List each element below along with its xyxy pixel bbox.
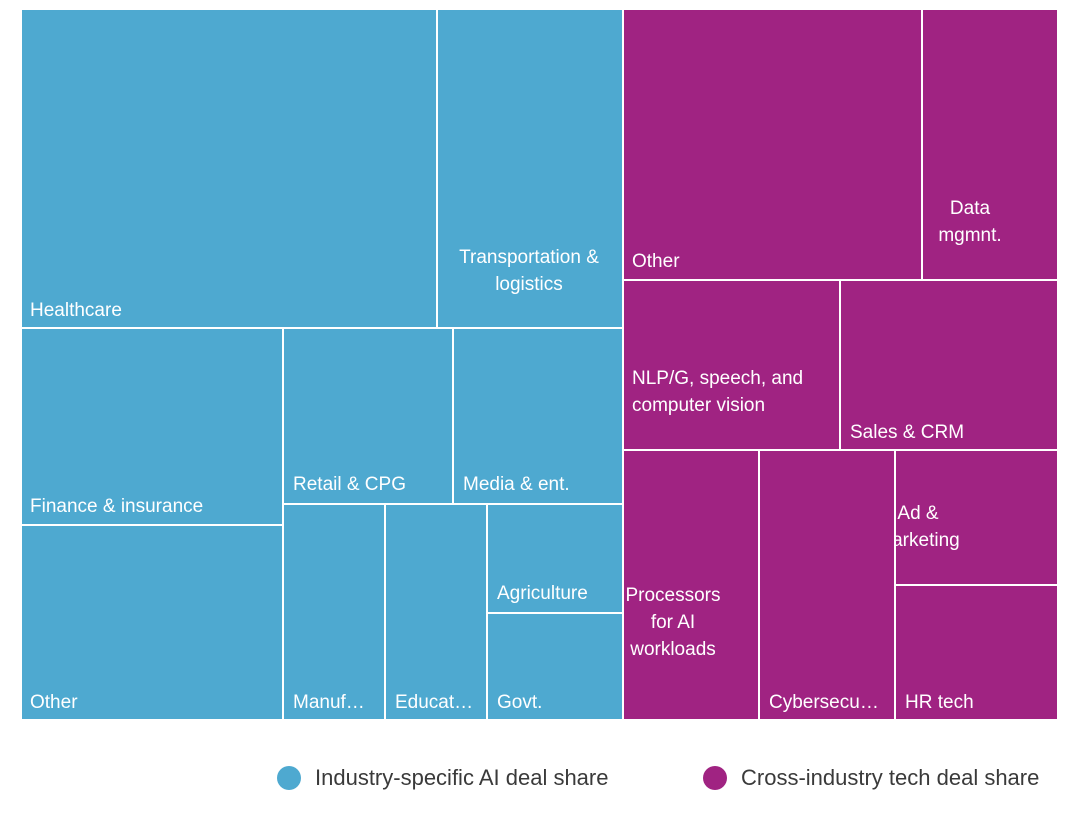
tile-label-sales: Sales & CRM	[850, 422, 964, 443]
tile-label-cross-other: Other	[632, 251, 680, 272]
tile-label-ad: Ad & marketing	[876, 503, 959, 551]
tile-manufacturing	[284, 505, 384, 719]
tile-label-nlp: NLP/G, speech, and computer vision	[632, 368, 803, 416]
legend-item-industry: Industry-specific AI deal share	[277, 758, 608, 798]
tile-transportation	[438, 10, 622, 327]
tile-label-media: Media & ent.	[463, 474, 570, 495]
legend-swatch-industry	[277, 766, 301, 790]
legend-label-cross: Cross-industry tech deal share	[741, 765, 1040, 790]
legend-label-industry: Industry-specific AI deal share	[315, 765, 609, 790]
tile-label-processors: Processors for AI workloads	[625, 585, 720, 660]
tile-data	[923, 10, 1057, 279]
tile-label-healthcare: Healthcare	[30, 300, 122, 321]
legend-swatch-cross	[703, 766, 727, 790]
tile-label-cyber: Cybersecu…	[769, 692, 879, 713]
tile-sales	[841, 281, 1057, 449]
tile-govt	[488, 614, 622, 719]
tile-label-finance: Finance & insurance	[30, 496, 203, 517]
tile-label-transportation: Transportation & logistics	[459, 247, 599, 295]
tile-media	[454, 329, 622, 503]
tile-processors	[624, 451, 758, 719]
tile-education	[386, 505, 486, 719]
tile-agriculture	[488, 505, 622, 612]
tile-label-industry-other: Other	[30, 692, 78, 713]
tile-industry-other	[22, 526, 282, 719]
tile-healthcare	[22, 10, 436, 327]
tile-label-agriculture: Agriculture	[497, 583, 588, 604]
tile-label-retail: Retail & CPG	[293, 474, 406, 495]
tile-label-govt: Govt.	[497, 692, 542, 713]
tile-label-manufacturing: Manuf…	[293, 692, 365, 713]
tile-label-data: Data mgmnt.	[938, 198, 1001, 246]
tile-retail	[284, 329, 452, 503]
tile-cross-other	[624, 10, 921, 279]
tile-label-education: Educat…	[395, 692, 473, 713]
legend: Industry-specific AI deal share Cross-in…	[0, 758, 1080, 798]
tile-hr	[896, 586, 1057, 719]
tile-label-hr: HR tech	[905, 692, 974, 713]
tile-ad	[896, 451, 1057, 584]
legend-item-cross: Cross-industry tech deal share	[703, 758, 1039, 798]
tile-nlp	[624, 281, 839, 449]
tile-finance	[22, 329, 282, 524]
tile-cyber	[760, 451, 894, 719]
